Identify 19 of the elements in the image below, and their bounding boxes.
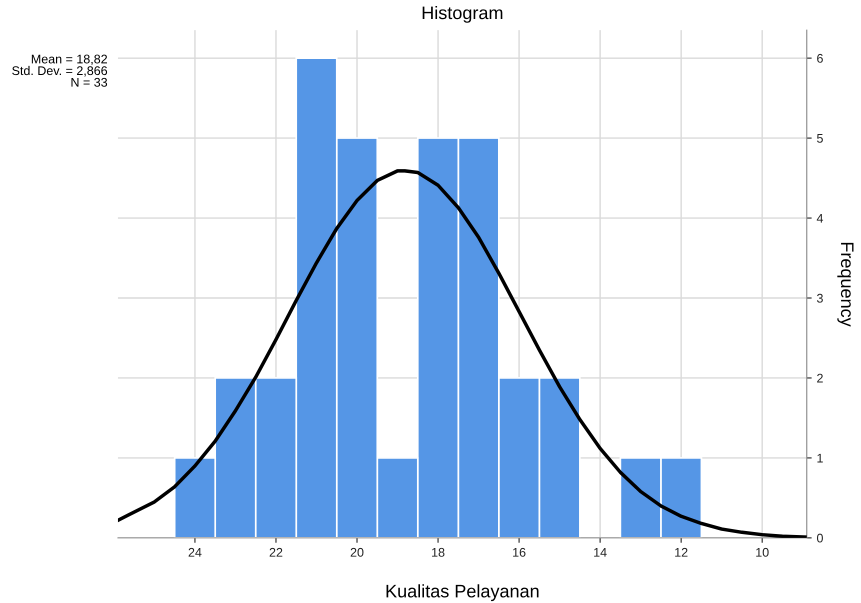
- x-tick-label: 18: [432, 548, 444, 557]
- x-tick-label: 14: [594, 548, 607, 557]
- y-tick-label: 3: [816, 294, 823, 303]
- y-tick-label: 2: [817, 374, 823, 382]
- y-tick-label: 6: [817, 54, 823, 63]
- y-tick-label: 0: [816, 534, 823, 543]
- x-tick-label: 24: [188, 548, 202, 557]
- chart-title: Histogram: [422, 6, 502, 23]
- y-tick-label: 1: [817, 454, 823, 462]
- x-tick-label: 20: [350, 548, 364, 557]
- text: Mean = 18,82 Std. Dev. = 2,866 N = 33: [12, 54, 108, 87]
- x-tick-label: 12: [675, 548, 688, 557]
- y-tick-label: 4: [816, 214, 824, 223]
- x-tick-label: 16: [513, 548, 526, 557]
- x-tick-label: 22: [270, 548, 282, 557]
- x-tick-label: 10: [756, 548, 769, 557]
- y-tick-label: 5: [816, 134, 823, 143]
- x-axis-title: Kualitas Pelayanan: [386, 584, 538, 602]
- y-axis-title: Frequency: [837, 242, 854, 327]
